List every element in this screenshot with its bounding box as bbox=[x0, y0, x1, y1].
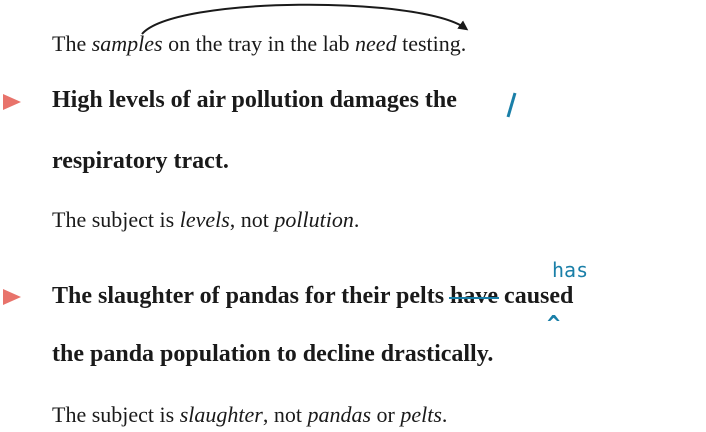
example-verb: need bbox=[355, 31, 397, 56]
insert-caret: ^ bbox=[547, 312, 561, 337]
item1-note: The subject is levels, not pollution. bbox=[52, 207, 360, 232]
item1-line2: respiratory tract. bbox=[52, 148, 229, 174]
item1-line1: High levels of air pollution damages the bbox=[52, 87, 457, 113]
example-subject: samples bbox=[91, 31, 163, 56]
item2-line1: The slaughter of pandas for their pelts … bbox=[52, 283, 574, 309]
deleted-s: s bbox=[409, 87, 419, 113]
bullet-triangle-2 bbox=[3, 289, 21, 305]
item2-line2: the panda population to decline drastica… bbox=[52, 341, 494, 367]
insert-word: has bbox=[552, 258, 589, 282]
bullet-triangle-1 bbox=[3, 94, 21, 110]
struck-word: have bbox=[450, 283, 499, 309]
deletion-slash bbox=[506, 92, 517, 118]
example-sentence: The samples on the tray in the lab need … bbox=[52, 31, 467, 56]
item2-note: The subject is slaughter, not pandas or … bbox=[52, 402, 448, 427]
